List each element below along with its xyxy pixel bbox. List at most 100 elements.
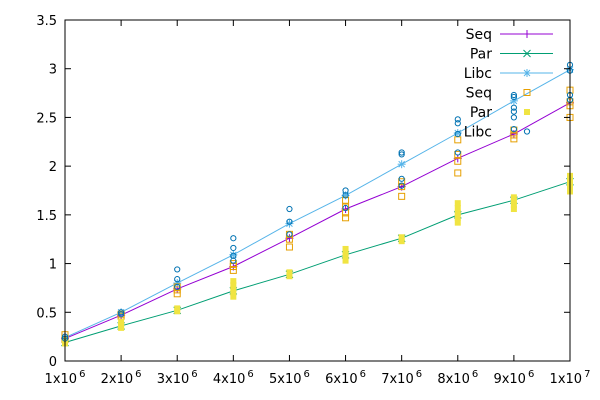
legend: Seq Par Libc Seq Par Libc	[464, 27, 553, 141]
series-par-points-point	[454, 209, 461, 216]
series-par-line-line	[64, 181, 571, 343]
series-libc-points-point	[118, 309, 125, 316]
series-seq-points-point	[398, 192, 406, 200]
series-libc-points-point	[342, 204, 349, 212]
series-seq-points-point	[229, 266, 237, 274]
series-seq-points-point	[398, 183, 406, 191]
series-libc-points-point	[510, 114, 517, 121]
y-tick-label: 2.5	[36, 111, 57, 126]
series-seq-points-point	[342, 203, 350, 211]
series-par-points-point	[510, 206, 517, 213]
series-libc-points-point	[510, 126, 517, 133]
series-seq-points-point	[229, 260, 237, 268]
series-libc-points-point	[398, 149, 405, 156]
x-tick-label: 1x10 7	[550, 369, 591, 387]
legend-item: Seq	[466, 86, 531, 102]
series-seq-points-point	[510, 126, 518, 134]
series-seq-points-point	[285, 243, 293, 251]
series-seq-points-point	[398, 178, 406, 186]
x-tick-label: 9x10 6	[493, 369, 534, 387]
y-tick-label: 3.5	[36, 14, 57, 29]
legend-item: Par	[470, 47, 553, 63]
series-libc-points-point	[174, 266, 181, 273]
legend-label: Par	[470, 47, 492, 63]
series-par-points-point	[454, 214, 461, 221]
series-seq-line-line	[64, 102, 571, 340]
series-par-points-point	[398, 238, 405, 245]
series-libc-points-point	[174, 283, 181, 291]
y-tick-label: 1.5	[36, 209, 57, 224]
series-libc-line-point	[509, 96, 518, 105]
series-seq-points-point	[510, 135, 518, 143]
series-par-points-point	[286, 273, 293, 280]
plot-lines	[61, 65, 574, 347]
series-libc-points-point	[286, 218, 293, 225]
series-libc-line-point	[285, 219, 294, 228]
series-seq-points-point	[454, 157, 462, 165]
legend-marker	[523, 128, 531, 135]
series-libc-points-point	[230, 244, 237, 252]
series-par-points-point	[230, 282, 237, 289]
y-tick-label: 1	[49, 258, 57, 273]
legend-item: Par	[470, 105, 530, 121]
series-libc-points-point	[342, 187, 349, 194]
series-par-points-point	[230, 289, 237, 296]
series-libc-line-line	[64, 69, 571, 339]
series-libc-points-point	[510, 93, 517, 101]
series-seq-points-point	[454, 136, 462, 144]
x-tick-label: 6x10 6	[325, 369, 366, 387]
legend-label: Par	[470, 105, 492, 121]
x-tick-labels: 1x10 6 2x10 6 3x10 6 4x10 6 5x10 6 6x10 6 7x10 6 8x10 6…	[45, 369, 591, 387]
plot-frame	[64, 19, 571, 362]
series-seq-points-point	[285, 235, 293, 243]
x-tick-label: 7x10 6	[381, 369, 422, 387]
series-libc-points-point	[398, 151, 405, 158]
legend-label: Libc	[464, 66, 492, 82]
series-seq-points-point	[454, 169, 462, 177]
series-libc-points-point	[454, 116, 461, 123]
series-libc-line-point	[397, 160, 406, 169]
series-par-points-point	[230, 285, 237, 292]
x-tick-label: 2x10 6	[101, 369, 142, 387]
series-libc-points-point	[398, 182, 405, 189]
legend-marker	[524, 109, 530, 115]
legend-label: Libc	[464, 125, 492, 141]
legend-marker	[523, 69, 531, 77]
series-par-points-point	[230, 293, 237, 300]
series-par-points-point	[510, 198, 517, 205]
series-seq-points-point	[454, 150, 462, 158]
y-tick-label: 2	[49, 160, 57, 175]
series-libc-points-point	[286, 231, 293, 238]
series-par-points-point	[342, 245, 349, 252]
series-par-points-point	[342, 257, 349, 264]
series-libc-points-point	[454, 149, 461, 156]
series-seq-points-point	[173, 290, 181, 298]
series-par-points-point	[286, 269, 293, 276]
legend-item: Libc	[464, 66, 553, 82]
series-par-points-point	[454, 205, 461, 212]
legend-marker	[523, 89, 531, 96]
series-par-points-point	[398, 234, 405, 241]
series-libc-points-point	[454, 120, 461, 127]
legend-item: Libc	[464, 125, 531, 141]
x-tick-label: 4x10 6	[213, 369, 254, 387]
series-libc-points-point	[510, 91, 517, 99]
legend-label: Seq	[466, 27, 492, 43]
series-libc-points-point	[230, 235, 237, 242]
series-par-points-point	[118, 319, 125, 326]
series-libc-points-point	[510, 108, 517, 115]
series-par-points-point	[454, 200, 461, 207]
x-tick-label: 5x10 6	[269, 369, 310, 387]
legend-label: Seq	[466, 86, 492, 102]
series-par-points-point	[342, 249, 349, 256]
series-par-points-point	[510, 194, 517, 201]
axis-ticks	[64, 19, 571, 362]
series-libc-points-point	[454, 130, 461, 138]
legend-marker	[523, 49, 531, 58]
series-libc-points-point	[230, 252, 237, 259]
series-par-points-point	[510, 202, 517, 209]
series-libc-points-point	[398, 175, 405, 182]
y-tick-label: 0	[49, 355, 57, 370]
series-par-points-point	[230, 278, 237, 285]
series-par-points-point	[454, 219, 461, 226]
